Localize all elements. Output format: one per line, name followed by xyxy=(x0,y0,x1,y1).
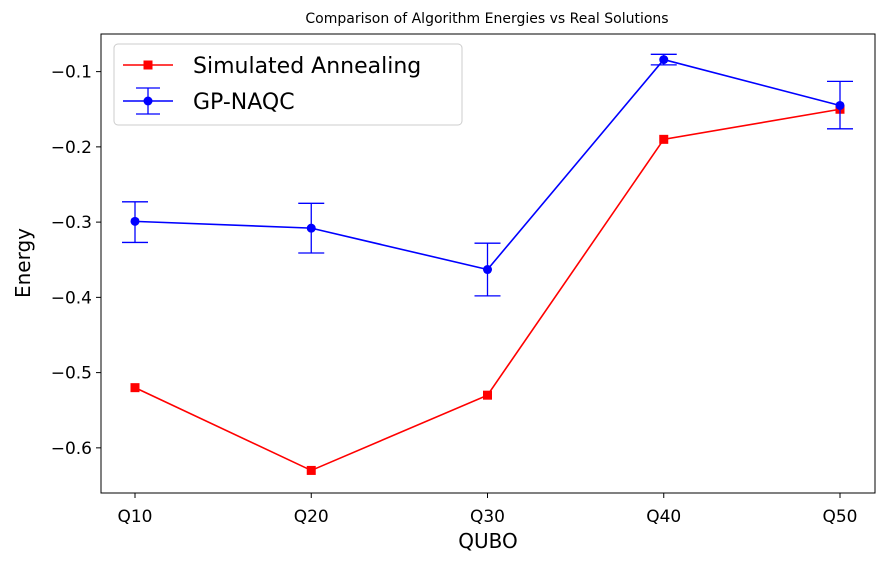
data-point-simulated-annealing xyxy=(483,390,492,400)
y-tick-label: −0.6 xyxy=(51,439,92,459)
legend-label: GP-NAQC xyxy=(193,90,295,115)
data-point-simulated-annealing xyxy=(659,134,669,144)
x-tick-label: Q20 xyxy=(294,507,329,527)
y-tick-label: −0.4 xyxy=(51,288,92,308)
y-tick-label: −0.3 xyxy=(51,213,92,233)
x-axis-label: QUBO xyxy=(458,529,518,553)
data-point-gp-naqc xyxy=(483,265,492,275)
data-point-gp-naqc xyxy=(130,216,140,226)
data-point-gp-naqc xyxy=(659,55,669,65)
y-tick-label: −0.5 xyxy=(51,364,92,384)
legend-item-gp-naqc: GP-NAQC xyxy=(123,87,295,115)
legend-item-simulated-annealing: Simulated Annealing xyxy=(123,54,421,79)
legend-label: Simulated Annealing xyxy=(193,54,421,79)
legend: Simulated Annealing GP-NAQC xyxy=(113,43,463,126)
data-point-gp-naqc xyxy=(306,223,316,233)
x-tick-label: Q30 xyxy=(470,507,505,527)
legend-box xyxy=(113,43,463,126)
x-tick-label: Q40 xyxy=(646,507,681,527)
series-gp-naqc xyxy=(122,53,853,297)
legend-swatch-marker xyxy=(143,60,153,70)
data-point-simulated-annealing xyxy=(130,383,140,393)
x-tick-label: Q10 xyxy=(117,507,152,527)
y-axis-label: Energy xyxy=(11,228,35,298)
legend-swatch-marker xyxy=(143,96,153,106)
y-tick-label: −0.2 xyxy=(51,138,92,158)
y-tick-label: −0.1 xyxy=(51,63,92,83)
data-point-gp-naqc xyxy=(835,100,845,110)
data-point-simulated-annealing xyxy=(306,465,316,475)
chart-title: Comparison of Algorithm Energies vs Real… xyxy=(305,11,668,27)
x-tick-label: Q50 xyxy=(822,507,857,527)
